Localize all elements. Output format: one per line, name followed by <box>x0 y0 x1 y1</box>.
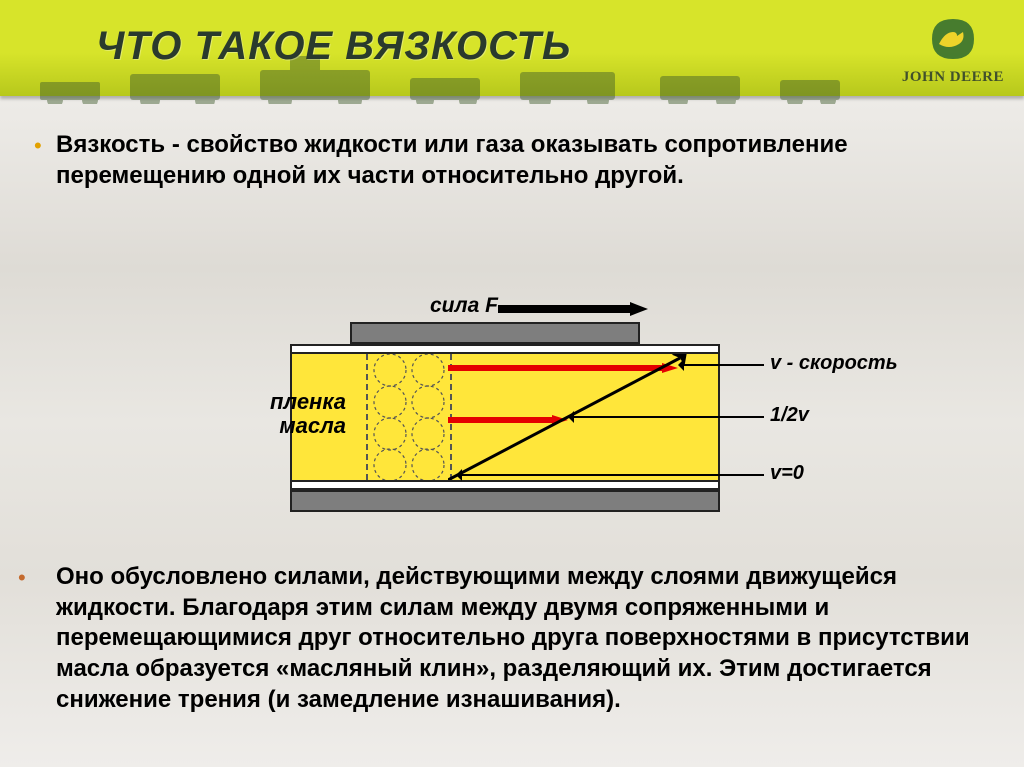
force-arrow-icon <box>498 302 648 316</box>
paragraph-1: Вязкость - свойство жидкости или газа ок… <box>56 130 984 191</box>
force-f-label: сила F <box>430 294 498 318</box>
page-title: ЧТО ТАКОЕ ВЯЗКОСТЬ <box>96 24 571 69</box>
oil-film-label: пленка масла <box>226 390 346 438</box>
slide-header: ЧТО ТАКОЕ ВЯЗКОСТЬ JOHN DEERE <box>0 0 1024 96</box>
pointer-half-v <box>574 416 764 418</box>
bullet-icon: • <box>34 133 42 159</box>
bottom-white-layer <box>290 480 720 490</box>
label-v0: v=0 <box>770 462 804 485</box>
bullet-icon: • <box>18 565 26 591</box>
viscosity-diagram: сила F <box>230 290 790 530</box>
paragraph-2: Оно обусловлено силами, действующими меж… <box>56 562 984 716</box>
pointer-v0 <box>462 474 764 476</box>
oil-label-line2: масла <box>279 413 346 438</box>
label-v-speed: v - скорость <box>770 352 898 375</box>
top-moving-plate <box>350 322 640 344</box>
brand-block: JOHN DEERE <box>902 18 1004 86</box>
john-deere-logo-icon <box>902 18 1004 65</box>
oil-label-line1: пленка <box>270 389 346 414</box>
label-half-v: 1/2v <box>770 404 809 427</box>
top-white-layer <box>290 344 720 354</box>
bottom-fixed-plate <box>290 490 720 512</box>
slide: ЧТО ТАКОЕ ВЯЗКОСТЬ JOHN DEERE • Вязкость… <box>0 0 1024 767</box>
molecule-circles <box>366 354 452 480</box>
pointer-v <box>684 364 764 366</box>
brand-name: JOHN DEERE <box>902 69 1004 86</box>
